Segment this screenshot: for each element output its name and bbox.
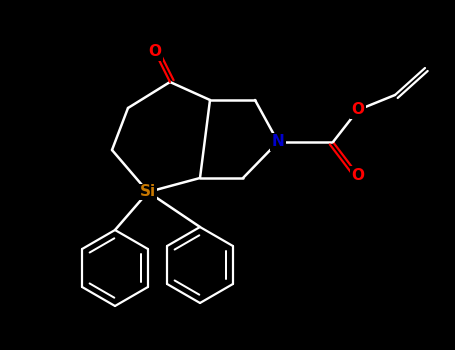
Text: N: N <box>272 134 284 149</box>
Text: O: O <box>352 168 364 182</box>
Text: O: O <box>352 103 364 118</box>
Text: Si: Si <box>140 184 156 200</box>
Text: O: O <box>148 44 162 60</box>
